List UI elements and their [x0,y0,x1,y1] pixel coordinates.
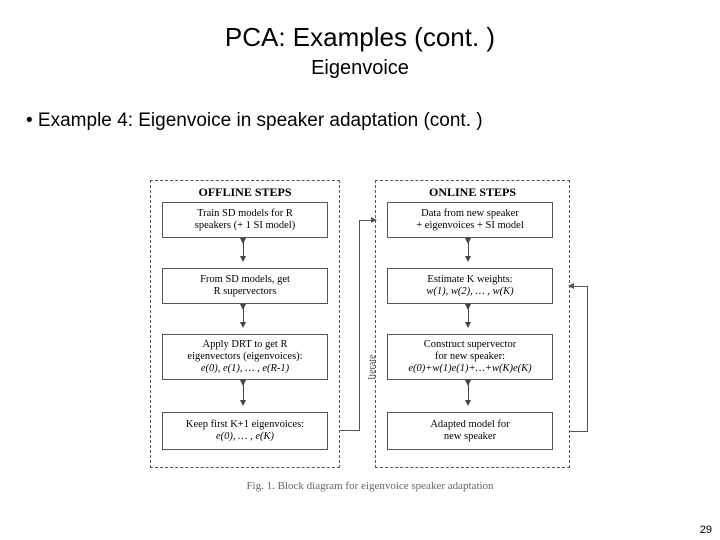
right-box-0: Data from new speaker+ eigenvoices + SI … [387,202,553,238]
left-box-1: From SD models, getR supervectors [162,268,328,304]
page-number: 29 [700,524,712,536]
left-box-3: Keep first K+1 eigenvoices:e(0), … , e(K… [162,412,328,450]
iterate-h-top [573,286,588,287]
figure-caption: Fig. 1. Block diagram for eigenvoice spe… [210,480,530,492]
bullet-line: • Example 4: Eigenvoice in speaker adapt… [26,110,720,132]
iterate-v [587,286,588,432]
offline-panel-title: OFFLINE STEPS [151,185,339,200]
online-panel-title: ONLINE STEPS [376,185,569,200]
left-box-2: Apply DRT to get Reigenvectors (eigenvoi… [162,334,328,380]
right-box-3: Adapted model fornew speaker [387,412,553,450]
page-title: PCA: Examples (cont. ) [0,0,720,53]
connector-v [359,220,360,431]
left-box-0: Train SD models for Rspeakers (+ 1 SI mo… [162,202,328,238]
page-subtitle: Eigenvoice [0,57,720,80]
iterate-h-bottom [570,431,588,432]
right-box-1: Estimate K weights:w(1), w(2), … , w(K) [387,268,553,304]
slide: PCA: Examples (cont. ) Eigenvoice • Exam… [0,0,720,540]
iterate-arrowhead [568,283,574,289]
right-box-2: Construct supervectorfor new speaker:e(0… [387,334,553,380]
iterate-label: Iterate [367,354,378,380]
flow-diagram: OFFLINE STEPS ONLINE STEPS Iterate Fig. … [150,180,570,480]
connector-arrowhead [371,217,377,223]
connector-h1 [340,430,360,431]
